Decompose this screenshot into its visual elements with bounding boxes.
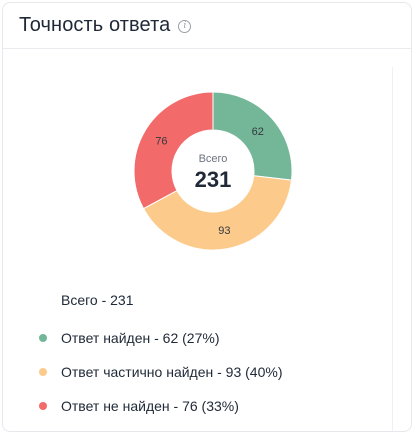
- chart-legend: Ответ найден - 62 (27%) Ответ частично на…: [39, 321, 283, 423]
- donut-slices: [133, 91, 293, 251]
- legend-item-not-found[interactable]: Ответ не найден - 76 (33%): [39, 389, 283, 423]
- divider: [392, 67, 393, 431]
- donut-chart: 62 93 76 Всего 231: [133, 91, 293, 251]
- card-body: 62 93 76 Всего 231 Всего - 231 Ответ найде…: [3, 49, 411, 431]
- donut-slice-label-found: 62: [252, 126, 264, 138]
- donut-slice-labels: 62 93 76: [155, 126, 264, 237]
- legend-item-partially-found[interactable]: Ответ частично найден - 93 (40%): [39, 355, 283, 389]
- legend-label: Ответ частично найден - 93 (40%): [61, 364, 283, 380]
- legend-item-found[interactable]: Ответ найден - 62 (27%): [39, 321, 283, 355]
- legend-dot: [39, 368, 47, 376]
- legend-label: Ответ не найден - 76 (33%): [61, 398, 239, 414]
- legend-label: Ответ найден - 62 (27%): [61, 330, 220, 346]
- legend-dot: [39, 334, 47, 342]
- card-title: Точность ответа: [19, 14, 171, 36]
- donut-slice-partially-found[interactable]: [142, 175, 293, 251]
- donut-slice-found[interactable]: [212, 91, 293, 181]
- legend-dot: [39, 402, 47, 410]
- info-icon[interactable]: i: [178, 20, 192, 33]
- donut-slice-not-found[interactable]: [133, 91, 214, 210]
- total-summary: Всего - 231: [61, 292, 134, 308]
- card-header: Точность ответа i: [3, 3, 411, 49]
- donut-center-label: Всего: [199, 153, 228, 165]
- donut-center-value: 231: [195, 167, 232, 192]
- donut-slice-label-not-found: 76: [155, 135, 167, 147]
- donut-slice-label-partially-found: 93: [218, 225, 230, 237]
